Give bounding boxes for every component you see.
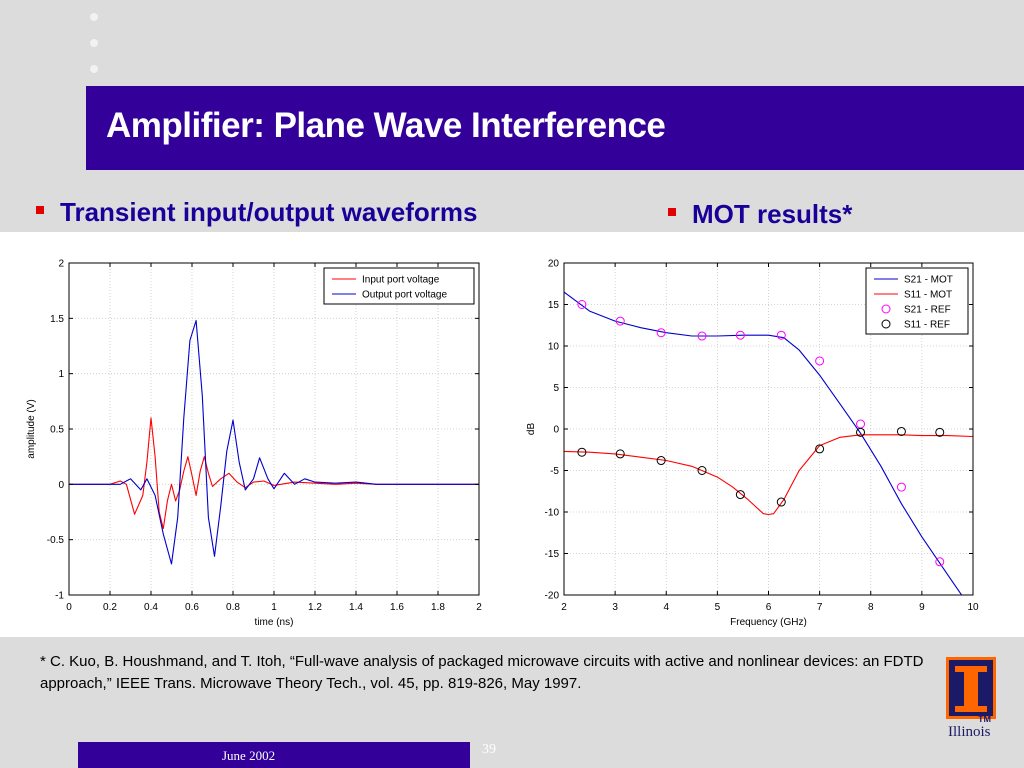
x-tick-label: 0.8 [226,602,240,613]
x-tick-label: 0.4 [144,602,158,613]
legend-label: Output port voltage [362,290,447,301]
data-point-marker [776,497,786,507]
x-tick-label: 1.4 [349,602,363,613]
x-tick-label: 1.2 [308,602,322,613]
university-logo [946,657,996,719]
legend-label: S11 - REF [904,320,950,331]
bullet-square-icon [668,208,676,217]
y-tick-label: -5 [550,466,559,477]
y-tick-label: -10 [545,508,560,519]
footer-date: June 2002 [222,748,276,763]
data-point-marker [815,356,825,366]
transient-waveform-chart: 0 0.2 0.4 0.6 0.8 1 1.2 1.4 1.6 1.8 2 -1 -0.5 0 0.5 1 1.… [26,259,482,629]
legend-label: S21 - MOT [904,275,953,286]
y-tick-label: 0.5 [50,425,64,436]
x-tick-label: 2 [561,602,567,613]
x-tick-label: 0.2 [103,602,117,613]
y-tick-label: -20 [545,591,560,602]
bullet-right-text: MOT results* [692,199,853,229]
y-tick-label: -0.5 [47,535,65,546]
data-point-marker [776,330,786,340]
data-point-marker [856,419,866,429]
data-point-marker [935,427,945,437]
x-axis-label: time (ns) [255,617,294,628]
data-point-marker [697,466,707,475]
slide-title: Amplifier: Plane Wave Interference [106,106,666,145]
mot-results-chart: 2 3 4 5 6 7 8 9 10 -20 -15 -10 -5 0 5 10 15 20 Frequency (… [526,259,979,629]
y-tick-label: 1 [58,369,64,380]
x-tick-label: 1.6 [390,602,404,613]
data-point-marker [577,300,587,309]
footer-date-bar: June 2002 [78,742,470,768]
x-tick-label: 2 [476,602,482,613]
series-line [69,417,479,530]
series-line [69,319,479,565]
decor-dot-3 [90,65,98,73]
data-point-marker [656,328,666,338]
x-tick-label: 4 [663,602,669,613]
legend-marker [881,319,891,329]
legend-label: Input port voltage [362,275,440,286]
y-tick-label: 20 [548,259,560,270]
x-tick-label: 0 [66,602,72,613]
legend-label: S21 - REF [904,305,951,316]
data-point-marker [615,449,625,459]
y-tick-label: 1.5 [50,314,64,325]
logo-text: Illinois [948,724,991,740]
bullet-left: Transient input/output waveforms [36,197,477,228]
y-tick-label: 15 [548,300,560,311]
data-point-marker [896,426,906,436]
x-tick-label: 10 [967,602,979,613]
title-bar: Amplifier: Plane Wave Interference [86,86,1024,170]
bullet-square-icon [36,206,44,215]
series-line [564,434,973,516]
x-tick-label: 5 [715,602,721,613]
series-line [564,291,963,595]
decor-dot-2 [90,39,98,47]
data-point-marker [697,331,707,341]
y-tick-label: 0 [58,480,64,491]
x-tick-label: 8 [868,602,874,613]
data-point-marker [856,427,866,437]
bullet-right: MOT results* [668,199,852,230]
x-tick-label: 6 [766,602,772,613]
x-tick-label: 0.6 [185,602,199,613]
legend-marker [881,304,891,314]
x-tick-label: 3 [612,602,618,613]
page-number: 39 [482,742,496,757]
x-tick-label: 1.8 [431,602,445,613]
decor-dot-1 [90,13,98,21]
x-tick-label: 9 [919,602,925,613]
logo-column-icon [949,660,993,716]
y-tick-label: -1 [55,591,64,602]
citation-text: * C. Kuo, B. Houshmand, and T. Itoh, “Fu… [40,653,924,692]
legend-box [323,267,475,305]
data-point-marker [656,456,666,466]
bullet-left-text: Transient input/output waveforms [60,197,478,227]
x-tick-label: 7 [817,602,823,613]
x-tick-label: 1 [271,602,277,613]
data-point-marker [615,316,625,326]
x-axis-label: Frequency (GHz) [730,617,807,628]
data-point-marker [735,490,745,500]
y-axis-label: amplitude (V) [26,399,37,458]
y-axis-label: dB [526,423,537,436]
y-tick-label: -15 [545,549,560,560]
data-point-marker [577,447,587,457]
data-point-marker [896,482,906,492]
legend-label: S11 - MOT [904,290,952,301]
y-tick-label: 5 [553,383,559,394]
logo-trademark: TM [978,714,991,724]
data-point-marker [935,557,945,567]
y-tick-label: 0 [553,425,559,436]
y-tick-label: 2 [58,259,64,270]
y-tick-label: 10 [548,342,560,353]
chart-panel: 0 0.2 0.4 0.6 0.8 1 1.2 1.4 1.6 1.8 2 -1 -0.5 0 0.5 1 1.… [0,232,1024,637]
data-point-marker [815,444,825,454]
data-point-marker [735,330,745,340]
